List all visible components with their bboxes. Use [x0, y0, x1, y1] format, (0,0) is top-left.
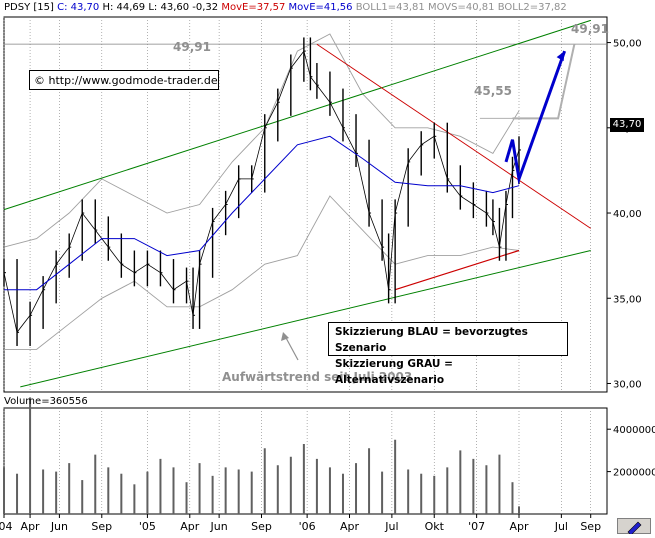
- x-tick-label: Jun: [210, 520, 228, 533]
- pencil-icon: [627, 521, 642, 536]
- x-tick-label: Sep: [251, 520, 272, 533]
- scenario-legend: Skizzierung BLAU = bevorzugtes Szenario …: [328, 322, 568, 386]
- x-axis: '04 Apr Jun Sep '05 Apr Jun Sep '06 Apr Jul Okt '07 A…: [0, 514, 601, 533]
- x-tick-label: '07: [468, 520, 485, 533]
- channel-lower-line: [20, 250, 591, 388]
- scenario-blue-arrowhead: [556, 51, 565, 62]
- y-tick-label: 4000000: [613, 425, 655, 436]
- last-price-badge: 43,70: [610, 118, 644, 132]
- legend-blue: Skizzierung BLAU = bevorzugtes Szenario: [335, 326, 528, 354]
- change-value: -0,32: [192, 2, 219, 13]
- level-label-high: 49,91: [173, 40, 211, 54]
- trend-arrow: [284, 335, 299, 361]
- x-tick-label: Apr: [340, 520, 360, 533]
- price-frame: [3, 16, 608, 393]
- boll1-value: BOLL1=43,81: [355, 2, 425, 13]
- volume-frame: [3, 407, 608, 515]
- x-tick-label: Apr: [509, 520, 529, 533]
- chart-header: PDSY [15] C: 43,70 H: 44,69 L: 43,60 -0,…: [4, 2, 567, 13]
- symbol-label: PDSY [15]: [4, 2, 54, 13]
- x-tick-label: Okt: [425, 520, 445, 533]
- y-tick-label: 30,00: [613, 379, 642, 390]
- trend-arrowhead: [281, 332, 289, 341]
- bollinger-lower-line: [4, 195, 520, 350]
- x-tick-label: '04: [0, 520, 13, 533]
- y-tick-label: 50,00: [613, 39, 642, 50]
- legend-gray: Skizzierung GRAU = Alternativszenario: [335, 358, 453, 386]
- volume-label: Volume=360556: [4, 396, 88, 407]
- copyright-label: © http://www.godmode-trader.de: [29, 70, 219, 90]
- zoom-button[interactable]: [617, 518, 651, 536]
- x-tick-label: '06: [299, 520, 316, 533]
- scenario-blue-line: [504, 50, 567, 185]
- x-tick-label: Apr: [21, 520, 41, 533]
- low-value: L: 43,60: [148, 2, 190, 13]
- ema1-value: MovE=37,57: [221, 2, 286, 13]
- trend-label: Aufwärtstrend seit Juli 2003: [222, 370, 413, 384]
- volume-panel: 2000000 4000000: [3, 397, 655, 515]
- x-tick-label: '05: [139, 520, 156, 533]
- y-tick-label: 2000000: [613, 468, 655, 479]
- scenario-gray-line: [512, 43, 576, 120]
- level-label-mid: 45,55: [474, 84, 512, 98]
- y-tick-label: 35,00: [613, 294, 642, 305]
- channel-upper-line: [3, 19, 591, 211]
- ema2-value: MovE=41,56: [288, 2, 353, 13]
- support-line: [394, 249, 520, 291]
- x-tick-label: Apr: [180, 520, 200, 533]
- x-tick-label: Jul: [554, 520, 568, 533]
- high-value: H: 44,69: [102, 2, 146, 13]
- movs-value: MOVS=40,81: [427, 2, 495, 13]
- level-label-high-right: 49,91: [571, 22, 609, 36]
- close-value: C: 43,70: [57, 2, 100, 13]
- downtrend-line: [316, 43, 591, 229]
- boll2-value: BOLL2=37,82: [497, 2, 567, 13]
- x-tick-label: Jun: [50, 520, 68, 533]
- ema-line: [4, 135, 520, 291]
- x-tick-label: Sep: [580, 520, 601, 533]
- y-tick-label: 40,00: [613, 209, 642, 220]
- x-tick-label: Sep: [91, 520, 112, 533]
- x-tick-label: Jul: [384, 520, 398, 533]
